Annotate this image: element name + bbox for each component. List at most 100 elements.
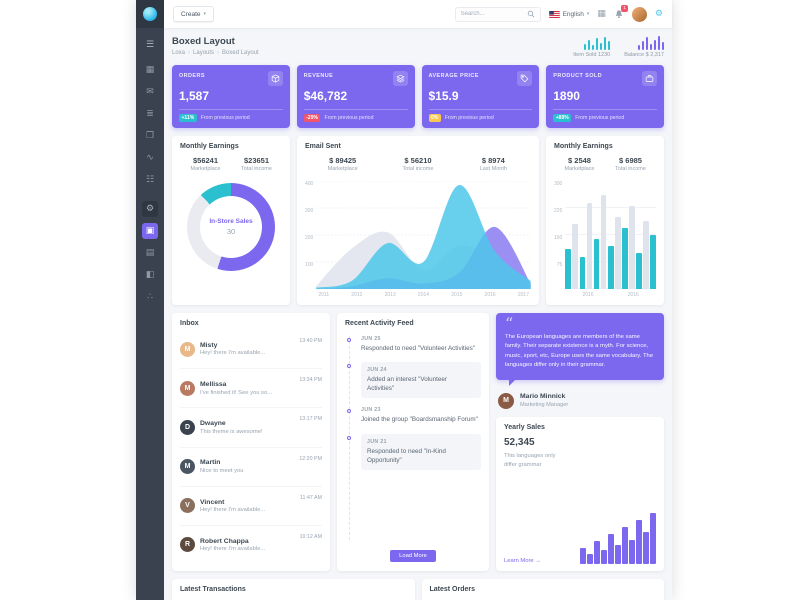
avatar: R — [180, 537, 195, 553]
y-tick-label: 100 — [305, 262, 314, 268]
message-time: 10:12 AM — [299, 533, 322, 540]
stat-title: REVENUE — [303, 73, 334, 79]
series-cyan — [316, 185, 531, 289]
sidebar-item-package-icon[interactable]: ◧ — [145, 269, 155, 280]
timeline-dot-icon — [346, 364, 351, 369]
stat-item-value: $23651 — [243, 156, 270, 165]
sidebar-item-share-icon[interactable]: ∴ — [147, 291, 153, 302]
sidebar-item-desktop-icon[interactable]: ▣ — [142, 223, 158, 239]
x-tick-label: 2017 — [517, 292, 529, 298]
breadcrumb-item[interactable]: Layouts — [193, 50, 215, 56]
stat-note: From previous period — [200, 115, 250, 121]
search-input[interactable] — [460, 11, 523, 17]
stat-item-label: Marketplace — [327, 166, 358, 172]
inbox-card: Inbox M Misty Hey! there I'm available... 1… — [172, 313, 330, 571]
breadcrumb-item[interactable]: Loxa — [172, 50, 186, 56]
sidebar-item-pages-icon[interactable]: ❐ — [145, 130, 155, 141]
inbox-message[interactable]: M Martin Nice to meet you 12:20 PM — [180, 448, 322, 487]
bell-icon — [615, 10, 623, 18]
message-body: Mellissa I've finished it! See you so... — [200, 381, 294, 396]
inbox-message[interactable]: V Vincent Hey! there I'm available... 11:47… — [180, 487, 322, 526]
bar — [594, 541, 600, 564]
sidebar-nav: ☰ ▦ ✉ ≣ ❐ ∿ ☷ ⚙ ▣ ▤ ◧ ∴ — [136, 28, 164, 305]
orders-stat-card[interactable]: ORDERS 1,587 +11% From previous period — [172, 65, 290, 128]
message-body: Robert Chappa Hey! there I'm available... — [200, 538, 295, 553]
timeline-item: JUN 24 Added an interest "Volunteer Activ… — [346, 362, 481, 399]
header-mini-charts: Item Sold 1230 Balance $ 2,317 — [573, 36, 664, 58]
sidebar-item-apps-icon[interactable]: ▦ — [145, 64, 155, 75]
app-logo[interactable] — [136, 0, 164, 28]
sidebar-item-settings-icon[interactable]: ⚙ — [142, 201, 158, 217]
stat-item-value: $ 8974 — [481, 156, 505, 165]
chevron-down-icon: ▾ — [586, 11, 590, 17]
stat-item-label: Total income — [402, 166, 434, 172]
latest-orders-card: Latest Orders — [421, 579, 664, 600]
mini-chart-label: Balance $ 2,317 — [624, 52, 664, 58]
breadcrumb-item: Boxed Layout — [222, 50, 259, 56]
inbox-message[interactable]: M Mellissa I've finished it! See you so...… — [180, 369, 322, 409]
bar — [600, 195, 607, 289]
revenue-stat-card[interactable]: REVENUE $46,782 -29% From previous perio… — [296, 65, 415, 128]
x-axis-labels: 2011 2012 2013 2014 2015 2016 2017 — [316, 292, 531, 298]
card-title: Latest Transactions — [180, 586, 246, 593]
breadcrumb-separator: › — [217, 50, 220, 56]
mini-bar — [583, 44, 587, 50]
inbox-message[interactable]: D Dwayne This theme is awesome! 13:17 PM — [180, 408, 322, 448]
create-button[interactable]: Create ▾ — [173, 6, 215, 22]
language-selector[interactable]: English ▾ — [548, 10, 590, 18]
message-preview: Hey! there I'm available... — [200, 507, 266, 514]
stat-value: $15.9 — [428, 89, 459, 103]
product-sold-stat-card[interactable]: PRODUCT SOLD 1890 +89% From previous per… — [546, 65, 664, 128]
sidebar-item-chart-icon[interactable]: ∿ — [146, 152, 154, 163]
message-preview: Hey! there I'm available... — [200, 546, 266, 553]
page-header: Boxed Layout Loxa › Layouts › Boxed Layout I… — [172, 36, 664, 58]
bar — [587, 554, 593, 564]
stat-item: $ 89425 Marketplace — [305, 156, 380, 172]
mini-bar — [603, 37, 607, 50]
notifications-button[interactable]: 1 — [614, 5, 628, 19]
sidebar-item-mail-icon[interactable]: ✉ — [146, 86, 154, 97]
bar — [565, 249, 571, 289]
bar — [608, 534, 614, 564]
stat-note: From previous period — [324, 115, 374, 121]
search-box[interactable] — [454, 6, 541, 22]
author-name: Mario Minnick — [520, 393, 566, 401]
timeline-item: JUN 25 Responded to need "Volunteer Activ… — [346, 336, 481, 353]
message-preview: I've finished it! See you so... — [200, 389, 272, 396]
mini-bars — [583, 36, 611, 50]
timeline-item: JUN 23 Joined the group "Boardsmanship Fo… — [346, 407, 481, 424]
y-tick-label: 300 — [554, 181, 563, 187]
header-mini-chart: Balance $ 2,317 — [624, 36, 664, 58]
y-tick-label: 75 — [556, 262, 563, 268]
sidebar-item-menu-icon[interactable]: ☰ — [145, 39, 155, 50]
user-avatar[interactable] — [631, 6, 647, 22]
bar — [615, 545, 621, 564]
sidebar: ☰ ▦ ✉ ≣ ❐ ∿ ☷ ⚙ ▣ ▤ ◧ ∴ — [136, 0, 164, 600]
average-price-stat-card[interactable]: AVERAGE PRICE $15.9 0% From previous per… — [421, 65, 540, 128]
sidebar-item-tasks-icon[interactable]: ☷ — [145, 174, 155, 185]
message-body: Vincent Hey! there I'm available... — [200, 499, 295, 514]
avatar: M — [180, 380, 195, 396]
yearly-sales-value: 52,345 — [504, 436, 535, 448]
quote-text: The European languages are members of th… — [505, 333, 654, 369]
breadcrumb-separator: › — [188, 50, 191, 56]
inbox-message[interactable]: M Misty Hey! there I'm available... 13:40 P… — [180, 330, 322, 370]
mini-bar — [661, 42, 664, 50]
stat-note: From previous period — [444, 115, 494, 121]
apps-grid-icon[interactable]: ▦ — [597, 8, 606, 19]
settings-gear-icon[interactable]: ⚙ — [654, 8, 663, 19]
load-more-button[interactable]: Load More — [390, 550, 436, 562]
learn-more-link[interactable]: Learn More → — [504, 558, 542, 564]
sidebar-item-contacts-icon[interactable]: ▤ — [145, 247, 155, 258]
search-icon — [527, 10, 534, 18]
sidebar-item-layers-icon[interactable]: ≣ — [146, 108, 154, 119]
yearly-sales-description: This languages only differ grammar — [504, 452, 556, 468]
inbox-message[interactable]: R Robert Chappa Hey! there I'm available..… — [180, 526, 322, 564]
stat-item-label: Marketplace — [564, 166, 595, 172]
header-mini-chart: Item Sold 1230 — [573, 36, 611, 58]
card-title: Latest Orders — [429, 586, 476, 593]
card-title: Yearly Sales — [504, 423, 545, 431]
create-button-label: Create — [181, 10, 201, 18]
message-preview: Hey! there I'm available... — [200, 350, 266, 357]
timeline-date: JUN 21 — [367, 438, 387, 445]
